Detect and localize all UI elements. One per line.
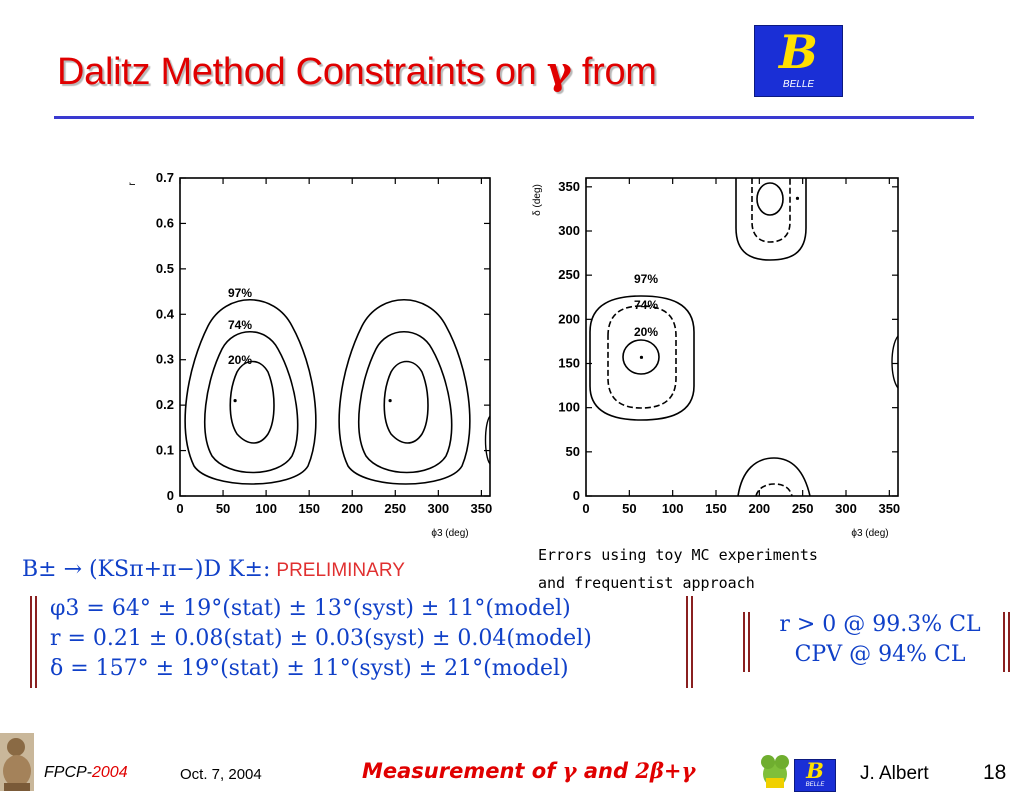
results-list: φ3 = 64° ± 19°(stat) ± 13°(syst) ± 11°(m… <box>50 594 592 684</box>
title-divider <box>54 116 974 119</box>
contour-label-74: 74% <box>228 318 252 332</box>
y-axis-label: δ (deg) <box>532 184 543 216</box>
axis-ticks: 0 50 100 150 200 250 300 350 0 0.1 0.2 0.3 0.4 0.5 0.6… <box>156 170 492 516</box>
contour-label-20: 20% <box>228 353 252 367</box>
page-number: 18 <box>983 761 1007 784</box>
cl-left-bar-outer <box>743 612 745 672</box>
footer-belle-logo-text: BELLE <box>805 782 825 788</box>
result-phi3: φ3 = 64° ± 19°(stat) ± 13°(syst) ± 11°(m… <box>50 596 571 621</box>
y-tick-label: 0 <box>573 488 580 503</box>
y-tick-label: 0.6 <box>156 215 174 230</box>
plot-frame <box>585 177 899 497</box>
x-axis-label: ϕ3 (deg) <box>851 528 888 539</box>
cl-results: r > 0 @ 99.3% CL CPV @ 94% CL <box>760 610 1000 670</box>
results-left-bar-inner <box>35 596 37 688</box>
y-tick-label: 300 <box>558 223 580 238</box>
footer-belle-logo: B BELLE <box>794 759 836 792</box>
results-left-bar-outer <box>30 596 32 688</box>
result-r: r = 0.21 ± 0.08(stat) ± 0.03(syst) ± 0.0… <box>50 626 592 651</box>
cl-right-bar-outer <box>1008 612 1010 672</box>
decay-formula: B± → (KSπ+π−)D K±: PRELIMINARY <box>22 557 405 582</box>
footer-date: Oct. 7, 2004 <box>180 766 262 783</box>
plot-delta-vs-phi3: 0 50 100 150 200 250 300 350 0 50 100 150 200 250 300 3… <box>530 166 910 541</box>
plot-r-vs-phi3: 0 50 100 150 200 250 300 350 0 0.1 0.2 0.3 0.4 0.5 0.6… <box>128 166 508 541</box>
contour-label-74: 74% <box>634 298 658 312</box>
slide-title: Dalitz Method Constraints on γ from <box>57 48 657 93</box>
x-tick-label: 300 <box>835 501 857 516</box>
y-tick-label: 0.3 <box>156 352 174 367</box>
cl-right-bar-inner <box>1003 612 1005 672</box>
contour-label-97: 97% <box>228 286 252 300</box>
y-tick-label: 0.4 <box>156 306 175 321</box>
belle-logo: B BELLE <box>754 25 843 97</box>
x-axis-label: ϕ3 (deg) <box>431 528 468 539</box>
cl-r-positive: r > 0 @ 99.3% CL <box>779 612 981 637</box>
belle-logo-letter: B <box>779 25 818 79</box>
conference-mascot-image <box>0 733 34 791</box>
x-tick-label: 150 <box>705 501 727 516</box>
result-delta: δ = 157° ± 19°(stat) ± 11°(syst) ± 21°(m… <box>50 656 569 681</box>
x-tick-label: 0 <box>176 501 183 516</box>
x-tick-label: 50 <box>216 501 230 516</box>
y-tick-label: 50 <box>566 444 580 459</box>
y-axis-label: r <box>128 182 138 186</box>
x-tick-label: 200 <box>341 501 363 516</box>
y-tick-label: 0.5 <box>156 261 174 276</box>
y-tick-label: 150 <box>558 356 580 371</box>
belle-logo-text: BELLE <box>782 79 815 90</box>
plot-frame <box>179 177 491 497</box>
method-note-line-1: Errors using toy MC experiments <box>538 546 818 564</box>
babar-mascot-icon <box>761 755 789 788</box>
x-tick-label: 200 <box>748 501 770 516</box>
contour-label-97: 97% <box>634 272 658 286</box>
x-tick-label: 250 <box>384 501 406 516</box>
y-tick-label: 0.7 <box>156 170 174 185</box>
y-tick-label: 350 <box>558 179 580 194</box>
decay-formula-text: B± → (KSπ+π−)D K±: <box>22 557 271 582</box>
contours <box>589 178 899 497</box>
x-tick-label: 0 <box>582 501 589 516</box>
footer-conference: FPCP-2004 <box>44 764 128 781</box>
x-tick-label: 350 <box>471 501 493 516</box>
x-tick-label: 150 <box>298 501 320 516</box>
x-tick-label: 100 <box>255 501 277 516</box>
cl-cpv: CPV @ 94% CL <box>794 642 966 667</box>
title-gamma-symbol: γ <box>546 48 572 93</box>
footer-author: J. Albert <box>860 763 929 784</box>
method-note-line-2: and frequentist approach <box>538 574 755 592</box>
x-tick-label: 100 <box>662 501 684 516</box>
contours <box>184 298 491 485</box>
best-fit-point <box>233 399 237 403</box>
y-tick-label: 200 <box>558 311 580 326</box>
x-tick-label: 350 <box>878 501 900 516</box>
best-fit-point <box>795 196 800 200</box>
y-tick-label: 0.1 <box>156 443 174 458</box>
y-tick-label: 100 <box>558 400 580 415</box>
y-tick-label: 0.2 <box>156 397 174 412</box>
results-right-bar-outer <box>691 596 693 688</box>
x-tick-label: 50 <box>622 501 636 516</box>
best-fit-points <box>233 399 392 403</box>
footer-conference-year: 2004 <box>92 764 128 781</box>
preliminary-label: PRELIMINARY <box>276 560 405 581</box>
best-fit-point <box>639 355 644 359</box>
y-tick-label: 250 <box>558 267 580 282</box>
x-tick-label: 250 <box>792 501 814 516</box>
footer-belle-logo-letter: B <box>806 759 824 783</box>
cl-left-bar-inner <box>748 612 750 672</box>
best-fit-points <box>639 196 800 359</box>
footer-talk-title: Measurement of γ and 2β+γ <box>362 758 696 783</box>
x-tick-label: 300 <box>427 501 449 516</box>
axis-ticks: 0 50 100 150 200 250 300 350 0 50 100 150 200 250 300 3… <box>558 178 900 516</box>
best-fit-point <box>388 399 392 403</box>
results-right-bar-inner <box>686 596 688 688</box>
contour-label-20: 20% <box>634 325 658 339</box>
method-note: Errors using toy MC experiments and freq… <box>538 541 898 597</box>
y-tick-label: 0 <box>167 488 174 503</box>
